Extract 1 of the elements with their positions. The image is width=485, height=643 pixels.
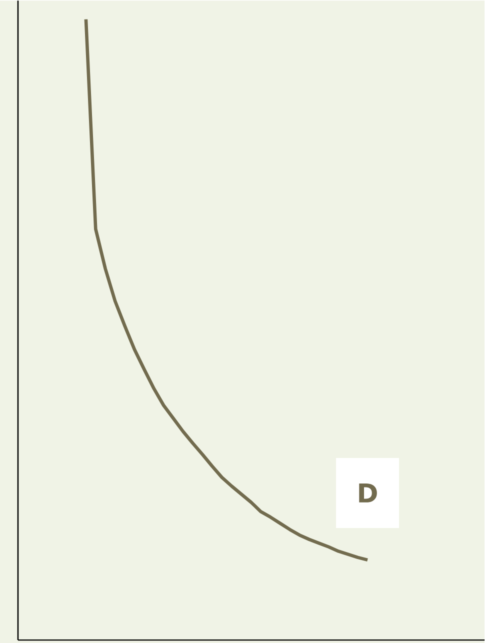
text: D [359,484,377,502]
